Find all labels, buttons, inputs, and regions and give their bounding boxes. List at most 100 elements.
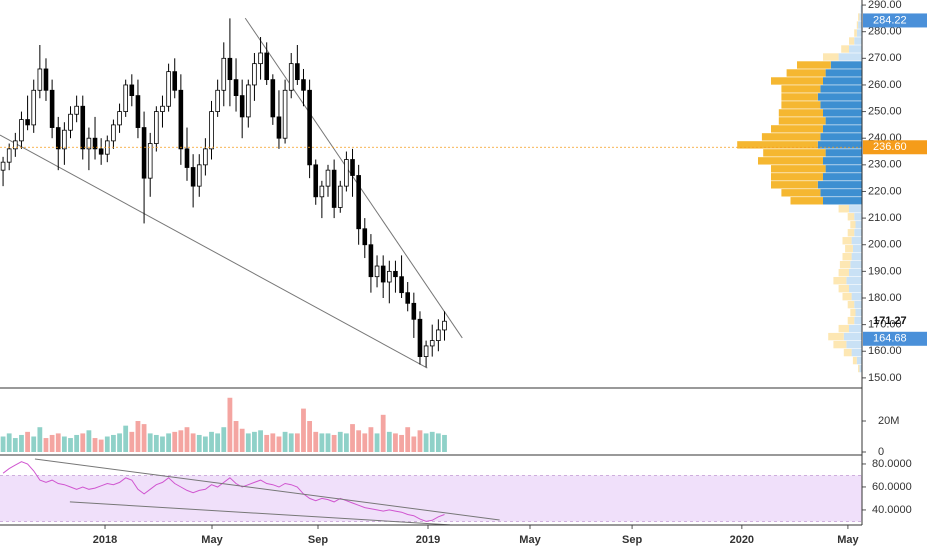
candle-body [239, 95, 245, 118]
profile-up [825, 165, 862, 173]
volume-bar [221, 427, 227, 452]
volume-bar [49, 434, 55, 452]
profile-up [823, 173, 862, 181]
candle-body [129, 84, 135, 97]
profile-down [833, 276, 847, 285]
volume-bar [25, 431, 30, 452]
y-tick-label: 20M [878, 415, 899, 427]
profile-down [858, 364, 860, 373]
volume-bar [411, 436, 417, 452]
profile-up [825, 149, 862, 157]
volume-bar [31, 436, 37, 452]
rsi-line [2, 461, 445, 522]
profile-down [847, 229, 855, 237]
profile-down [790, 197, 823, 205]
y-tick-label: 290.00 [868, 0, 902, 11]
candle-body [74, 105, 79, 115]
profile-down [839, 261, 851, 269]
profile-down [850, 308, 856, 317]
candle-body [196, 164, 202, 187]
profile-up [854, 37, 862, 45]
candle-body [86, 137, 92, 150]
trendline [69, 501, 451, 526]
volume-bar [264, 434, 270, 452]
profile-down [758, 157, 823, 165]
y-tick-label: 210.00 [868, 212, 902, 224]
y-tick-label: 160.00 [868, 345, 902, 357]
volume-bar [442, 434, 447, 452]
profile-down [823, 53, 839, 61]
candle-body [31, 89, 37, 126]
volume-bar [68, 438, 73, 452]
volume-bar [123, 425, 129, 452]
volume-bar [160, 436, 165, 452]
volume-bar [343, 433, 349, 452]
volume-bar [239, 428, 245, 452]
profile-up [855, 308, 862, 317]
profile-down [737, 141, 818, 149]
profile-up [820, 101, 862, 109]
volume-bar [423, 433, 429, 452]
profile-up [852, 245, 862, 253]
volume-bar [196, 434, 202, 452]
candle-body [80, 105, 86, 150]
volume-bar [374, 433, 380, 452]
volume-bar [245, 433, 251, 452]
candle-body [123, 84, 128, 112]
x-tick-label: 2020 [730, 534, 754, 546]
volume-bar [147, 433, 153, 452]
profile-up [843, 332, 862, 341]
profile-up [851, 292, 862, 301]
profile-up [817, 181, 862, 189]
x-tick-label: 2019 [416, 534, 440, 546]
candle-body [68, 113, 73, 131]
profile-up [851, 237, 862, 245]
candle-body [62, 129, 67, 150]
volume-bar [325, 433, 331, 452]
profile-up [860, 5, 862, 13]
y-tick-label: 60.0000 [872, 481, 912, 493]
volume-bar [104, 436, 110, 452]
candle-body [203, 148, 208, 166]
price-badge [863, 13, 927, 28]
candle-body [270, 79, 276, 118]
candle-body [368, 244, 374, 278]
volume-bar [356, 430, 362, 452]
candle-body [417, 318, 423, 357]
volume-bar [153, 434, 159, 452]
y-tick-label: 220.00 [868, 185, 902, 197]
profile-down [847, 316, 855, 325]
volume-bar [282, 431, 288, 452]
profile-up [859, 13, 862, 21]
candle-body [160, 105, 165, 112]
candle-body [209, 111, 214, 150]
volume-bar [98, 439, 104, 452]
profile-up [855, 221, 862, 229]
profile-up [823, 77, 862, 85]
volume-bar [258, 430, 263, 452]
y-tick-label: 190.00 [868, 265, 902, 277]
candle-body [98, 148, 104, 155]
y-tick-label: 230.00 [868, 159, 902, 171]
profile-down [771, 173, 823, 181]
volume-bar [337, 431, 343, 452]
profile-down [847, 300, 855, 309]
candle-body [319, 185, 325, 198]
candle-body [301, 79, 306, 91]
profile-down [843, 348, 852, 357]
volume-bar [368, 427, 374, 452]
volume-bar [92, 438, 98, 452]
volume-bar [435, 433, 441, 452]
candle-body [135, 95, 141, 128]
candle-body [141, 127, 147, 179]
volume-bar [288, 433, 294, 452]
volume-bar [141, 424, 147, 452]
profile-down [771, 77, 823, 85]
y-tick-label: 280.00 [868, 26, 902, 38]
candle-body [282, 89, 288, 139]
y-tick-label: 150.00 [868, 372, 902, 384]
price-badge [863, 331, 927, 346]
trendline [0, 134, 428, 369]
candle-body [331, 169, 337, 208]
